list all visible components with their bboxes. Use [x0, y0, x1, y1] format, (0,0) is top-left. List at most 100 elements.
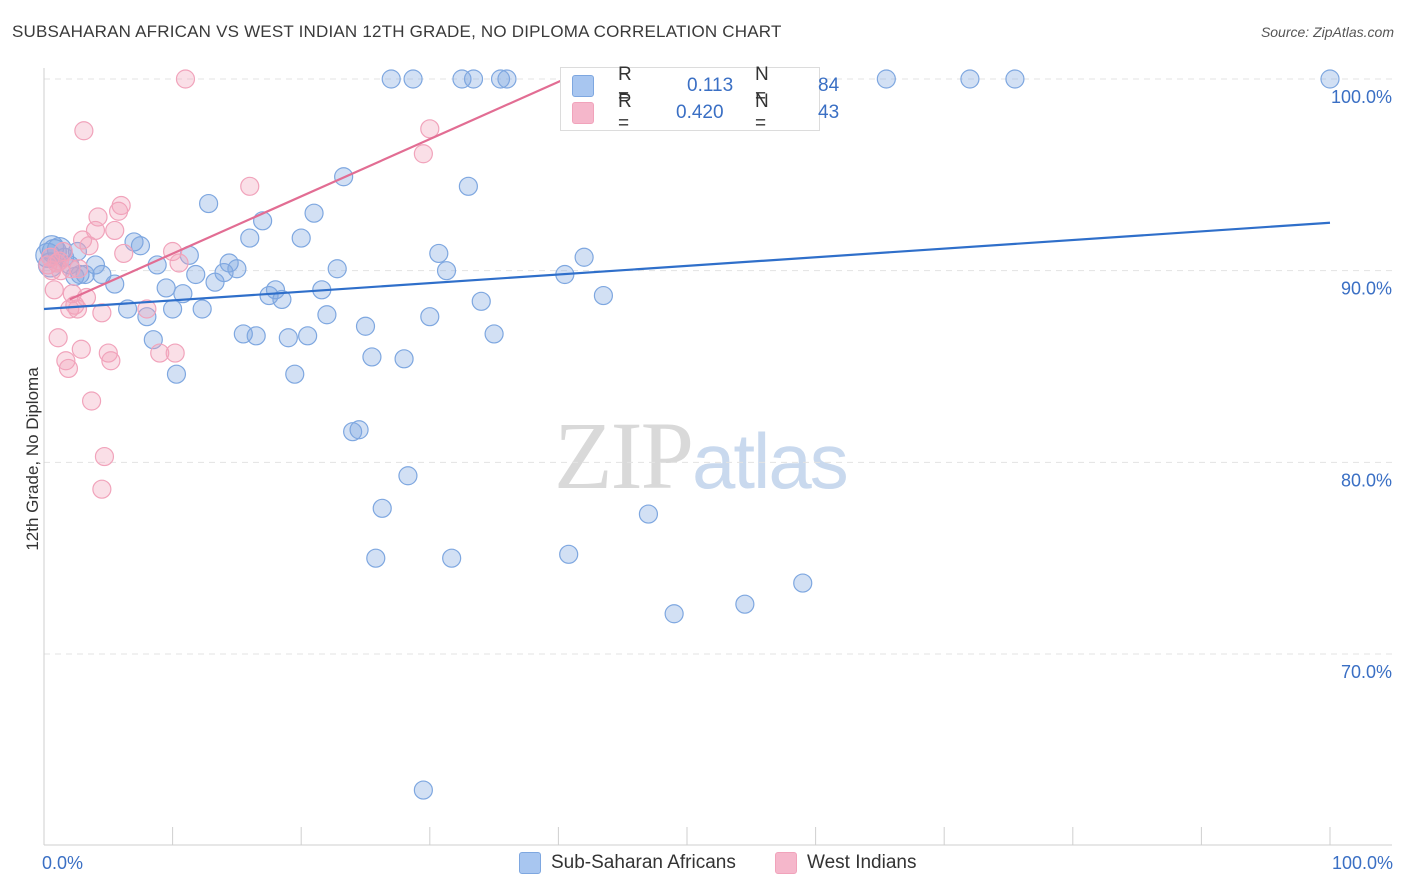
data-point-sub-saharan [413, 780, 433, 800]
data-point-sub-saharan [420, 307, 440, 327]
trend-lines [43, 77, 1331, 311]
legend-swatch-blue [572, 75, 594, 97]
data-point-sub-saharan [317, 305, 337, 325]
data-point-sub-saharan [394, 349, 414, 369]
data-point-sub-saharan [166, 364, 187, 384]
data-point-west-indian [114, 243, 134, 264]
legend-r-value: 0.420 [676, 102, 724, 123]
data-point-west-indian [48, 328, 68, 348]
data-point-sub-saharan [366, 548, 386, 568]
data-point-west-indian [165, 343, 185, 363]
data-point-west-indian [44, 280, 64, 300]
data-point-west-indian [94, 446, 115, 467]
data-point-sub-saharan [436, 261, 457, 281]
data-point-west-indian [71, 339, 91, 359]
data-point-west-indian [137, 299, 157, 319]
data-point-sub-saharan [199, 193, 219, 214]
legend-swatch-pink [775, 852, 797, 874]
data-point-sub-saharan [1005, 69, 1025, 89]
grid-lines [44, 78, 1392, 655]
data-point-sub-saharan [398, 466, 418, 486]
data-point-sub-saharan [173, 284, 193, 304]
data-point-sub-saharan [156, 278, 176, 298]
data-point-sub-saharan [372, 498, 392, 518]
data-point-west-indian [169, 253, 189, 273]
y-tick-label: 100.0% [1331, 87, 1392, 107]
x-tick-label: 0.0% [42, 853, 83, 873]
legend-swatch-blue [519, 852, 541, 874]
data-point-west-indian [413, 144, 433, 164]
y-tick-label: 90.0% [1341, 279, 1392, 299]
data-point-sub-saharan [304, 203, 324, 223]
data-point-sub-saharan [137, 307, 157, 327]
legend-n-value: 84 [818, 75, 840, 96]
data-point-sub-saharan [92, 264, 112, 285]
data-point-sub-saharan [593, 285, 614, 306]
data-point-sub-saharan [105, 274, 125, 294]
data-point-west-indian [105, 220, 125, 241]
data-point-sub-saharan [285, 364, 305, 384]
data-point-sub-saharan [484, 324, 504, 344]
legend-n-label: N = [755, 64, 769, 107]
data-point-west-indian [175, 69, 196, 89]
data-point-sub-saharan [497, 69, 517, 89]
legend-n-value: 43 [818, 102, 840, 123]
data-point-sub-saharan [240, 228, 260, 248]
data-point-sub-saharan [362, 347, 382, 367]
legend-item-west-indian: West Indians [775, 852, 916, 874]
data-point-west-indian [88, 207, 108, 227]
data-point-west-indian [56, 351, 76, 371]
data-point-west-indian [92, 479, 112, 499]
data-point-sub-saharan [452, 69, 472, 89]
legend-r-value: 0.113 [687, 75, 734, 96]
data-point-sub-saharan [793, 573, 813, 593]
data-point-west-indian [240, 176, 260, 196]
data-point-west-indian [69, 259, 89, 279]
data-point-sub-saharan [291, 228, 311, 248]
data-point-sub-saharan [278, 328, 298, 348]
stats-legend: R = 0.113 N = 84 R = 0.420 N = 43 [560, 64, 839, 134]
data-point-sub-saharan [192, 299, 212, 319]
data-point-west-indian [150, 343, 170, 363]
data-point-sub-saharan [442, 548, 462, 568]
data-point-west-indian [60, 299, 80, 319]
data-point-sub-saharan [163, 299, 183, 319]
watermark: ZIPatlas [554, 400, 849, 511]
data-point-sub-saharan [349, 420, 369, 440]
data-point-sub-saharan [355, 316, 376, 336]
data-point-sub-saharan [638, 504, 659, 524]
legend-n-label: N = [755, 91, 769, 134]
data-point-sub-saharan [219, 253, 239, 273]
data-point-sub-saharan [214, 262, 234, 283]
data-point-west-indian [49, 251, 70, 271]
legend-swatch-pink [572, 102, 594, 124]
data-point-west-indian [111, 195, 131, 216]
data-point-sub-saharan [403, 69, 423, 89]
data-point-sub-saharan [458, 176, 478, 196]
trend-line-west-indian [69, 77, 566, 301]
data-point-sub-saharan [735, 594, 755, 614]
data-point-sub-saharan [381, 69, 401, 89]
series-legend: Sub-Saharan Africans West Indians [0, 852, 1406, 876]
data-point-sub-saharan [227, 259, 247, 279]
data-point-sub-saharan [960, 69, 980, 89]
data-point-sub-saharan [298, 326, 318, 346]
data-point-sub-saharan [272, 289, 292, 310]
data-point-west-indian [98, 343, 118, 363]
legend-r-label: R = [618, 64, 632, 107]
data-point-sub-saharan [463, 69, 484, 89]
y-axis-label: 12th Grade, No Diploma [23, 367, 42, 551]
legend-label: West Indians [807, 852, 917, 873]
data-point-west-indian [420, 119, 440, 139]
data-point-sub-saharan [471, 291, 491, 311]
data-point-west-indian [61, 259, 81, 279]
data-point-sub-saharan [130, 236, 151, 256]
data-point-sub-saharan [246, 326, 266, 346]
series-sub-saharan-points [35, 69, 1340, 800]
legend-item-sub-saharan: Sub-Saharan Africans [519, 852, 736, 874]
x-tick-label: 100.0% [1332, 853, 1393, 873]
legend-r-label: R = [618, 91, 632, 134]
data-point-sub-saharan [876, 69, 896, 89]
y-tick-labels: 70.0% 80.0% 90.0% 100.0% [1331, 87, 1392, 682]
